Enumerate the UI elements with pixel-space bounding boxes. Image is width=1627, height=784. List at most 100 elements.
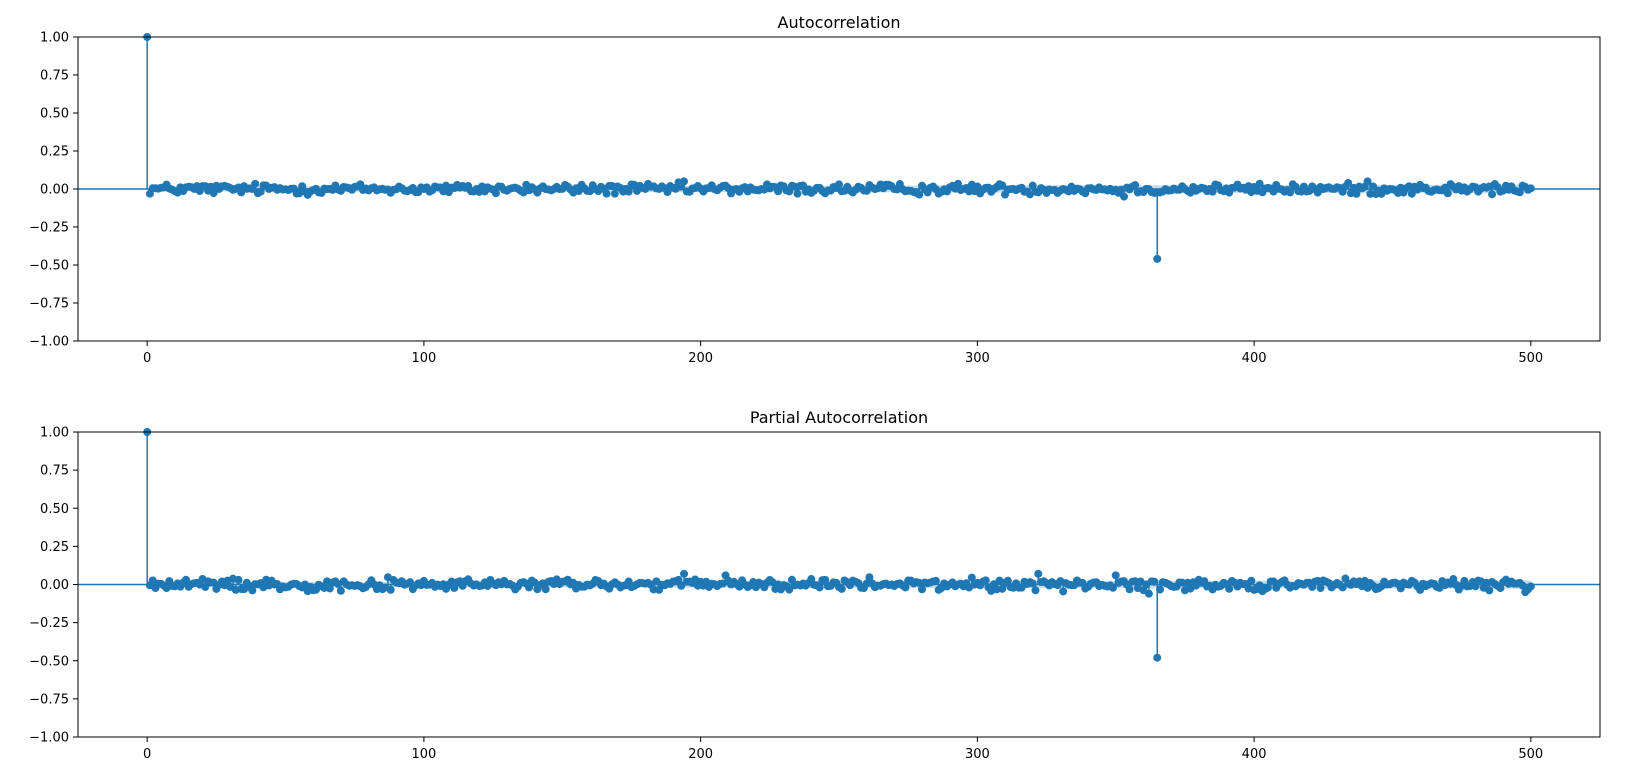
pacf-point <box>1316 584 1325 593</box>
acf-point <box>1286 188 1295 197</box>
pacf-point <box>1144 589 1153 598</box>
acf-point <box>1363 177 1372 186</box>
pacf-point <box>815 583 824 592</box>
acf-point <box>1153 254 1162 263</box>
acf-point <box>1120 192 1129 201</box>
pacf-point <box>785 585 794 594</box>
pacf-point <box>862 579 871 588</box>
pacf-chart: 0 100 200 300 400 500 1.00 0.75 0.50 0.25 0.00 −0.2… <box>29 408 1601 762</box>
acf-point <box>1443 189 1452 198</box>
pacf-point <box>967 573 976 582</box>
acf-point <box>251 179 260 188</box>
acf-y-tick-label: 1.00 <box>40 31 69 46</box>
pacf-point <box>998 584 1007 593</box>
pacf-y-tick-label: 0.00 <box>40 578 69 593</box>
pacf-point <box>865 573 874 582</box>
pacf-point <box>525 583 534 592</box>
acf-point <box>624 187 633 196</box>
pacf-point <box>1125 585 1134 594</box>
acf-point <box>680 177 689 186</box>
pacf-point <box>1108 583 1117 592</box>
pacf-point <box>1247 576 1256 585</box>
pacf-point <box>1496 584 1505 593</box>
acf-y-tick-label: 0.50 <box>40 107 69 122</box>
pacf-title: Partial Autocorrelation <box>750 408 928 427</box>
pacf-point <box>248 586 257 595</box>
acf-point <box>1352 189 1361 198</box>
pacf-y-tick-label: −1.00 <box>29 731 69 746</box>
pacf-point <box>1156 585 1165 594</box>
pacf-point <box>1485 586 1494 595</box>
acf-point <box>1488 190 1497 199</box>
pacf-point <box>1526 582 1535 591</box>
pacf-point <box>1111 571 1120 580</box>
pacf-x-tick-label: 500 <box>1518 747 1543 762</box>
acf-point <box>1255 179 1264 188</box>
acf-y-tick-label: 0.25 <box>40 145 69 160</box>
acf-y-tick-label: −0.50 <box>29 259 69 274</box>
acf-x-tick-label: 100 <box>411 351 436 366</box>
acf-x-tick-label: 300 <box>965 351 990 366</box>
pacf-point <box>1178 578 1187 587</box>
pacf-y-tick-label: 0.75 <box>40 464 69 479</box>
pacf-point <box>234 575 243 584</box>
acf-y-tick-label: −0.75 <box>29 297 69 312</box>
acf-point <box>209 189 218 198</box>
pacf-point <box>680 569 689 578</box>
pacf-point <box>837 584 846 593</box>
pacf-point <box>1028 579 1037 588</box>
acf-x-tick-label: 400 <box>1242 351 1267 366</box>
acf-point <box>1526 184 1535 193</box>
acf-point <box>1344 179 1353 188</box>
acf-y-tick-label: 0.75 <box>40 69 69 84</box>
pacf-x-tick-label: 100 <box>411 747 436 762</box>
pacf-y-tick-label: 0.50 <box>40 502 69 517</box>
pacf-point <box>918 585 927 594</box>
pacf-point <box>386 585 395 594</box>
acf-point <box>1515 188 1524 197</box>
acf-point <box>835 180 843 189</box>
acf-x-tick-label: 200 <box>688 351 713 366</box>
acf-point <box>953 179 962 188</box>
pacf-x-tick-label: 300 <box>965 747 990 762</box>
pacf-point <box>1150 577 1159 586</box>
acf-point <box>915 190 924 199</box>
acf-point <box>610 189 619 198</box>
pacf-point <box>1263 583 1272 592</box>
pacf-y-tick-label: 1.00 <box>40 426 69 441</box>
pacf-point <box>325 584 334 593</box>
pacf-point <box>1153 653 1162 662</box>
pacf-x-tick-label: 400 <box>1242 747 1267 762</box>
acf-y-tick-label: −1.00 <box>29 335 69 350</box>
acf-title: Autocorrelation <box>778 13 901 32</box>
pacf-y-tick-label: 0.25 <box>40 540 69 555</box>
acf-point <box>793 189 802 198</box>
pacf-point <box>931 576 940 585</box>
pacf-point <box>821 575 830 584</box>
acf-x-tick-label: 500 <box>1518 351 1543 366</box>
pacf-y-tick-label: −0.50 <box>29 654 69 669</box>
pacf-y-tick-label: −0.25 <box>29 616 69 631</box>
pacf-point <box>1059 587 1068 596</box>
acf-point <box>663 188 672 197</box>
pacf-x-tick-label: 0 <box>143 747 151 762</box>
pacf-point <box>1031 586 1040 595</box>
pacf-point <box>1034 569 1043 578</box>
acf-x-tick-label: 0 <box>143 351 151 366</box>
acf-point <box>1028 181 1037 190</box>
pacf-point <box>541 585 550 594</box>
acf-point <box>1407 189 1416 198</box>
pacf-y-tick-label: −0.75 <box>29 692 69 707</box>
acf-chart: 0 100 200 300 400 500 1.00 0.75 0.50 0.25 0.00 −0.2… <box>29 13 1601 366</box>
acf-point <box>1208 187 1217 196</box>
pacf-x-tick-label: 200 <box>688 747 713 762</box>
acf-y-tick-label: −0.25 <box>29 221 69 236</box>
acf-point <box>256 187 265 196</box>
acf-y-tick-label: 0.00 <box>40 183 69 198</box>
pacf-point <box>1003 576 1012 585</box>
acf-point <box>602 189 611 198</box>
acf-point <box>1369 182 1378 191</box>
pacf-point <box>1225 584 1234 593</box>
pacf-point <box>336 586 345 595</box>
